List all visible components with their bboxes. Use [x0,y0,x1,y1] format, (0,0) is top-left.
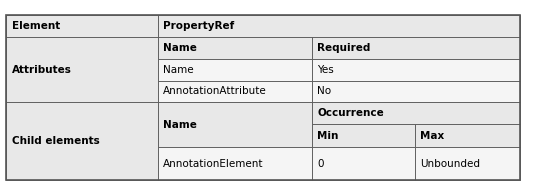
Bar [312,102,520,124]
Text: Child elements: Child elements [12,136,100,146]
Bar [312,147,415,180]
Bar [6,15,158,37]
Text: No: No [318,86,332,96]
Bar [6,102,158,180]
Text: 0: 0 [318,159,324,169]
Text: Element: Element [12,21,60,31]
Bar [6,15,520,180]
Bar [158,147,312,180]
Bar [312,80,520,102]
Bar [6,37,158,102]
Text: Name: Name [163,65,194,75]
Text: Max: Max [420,131,445,141]
Bar [158,102,312,147]
Text: Yes: Yes [318,65,334,75]
Bar [158,80,312,102]
Bar [415,124,520,147]
Text: Name: Name [163,120,197,130]
Bar [158,15,520,37]
Text: Attributes: Attributes [12,65,71,75]
Bar [312,37,520,59]
Bar [158,37,312,59]
Text: Required: Required [318,43,371,53]
Bar [158,59,312,80]
Text: Name: Name [163,43,197,53]
Bar [312,124,415,147]
Text: Min: Min [318,131,339,141]
Text: Occurrence: Occurrence [318,108,384,118]
Bar [312,59,520,80]
Text: AnnotationElement: AnnotationElement [163,159,264,169]
Bar [415,147,520,180]
Text: Unbounded: Unbounded [420,159,480,169]
Text: AnnotationAttribute: AnnotationAttribute [163,86,267,96]
Text: PropertyRef: PropertyRef [163,21,235,31]
